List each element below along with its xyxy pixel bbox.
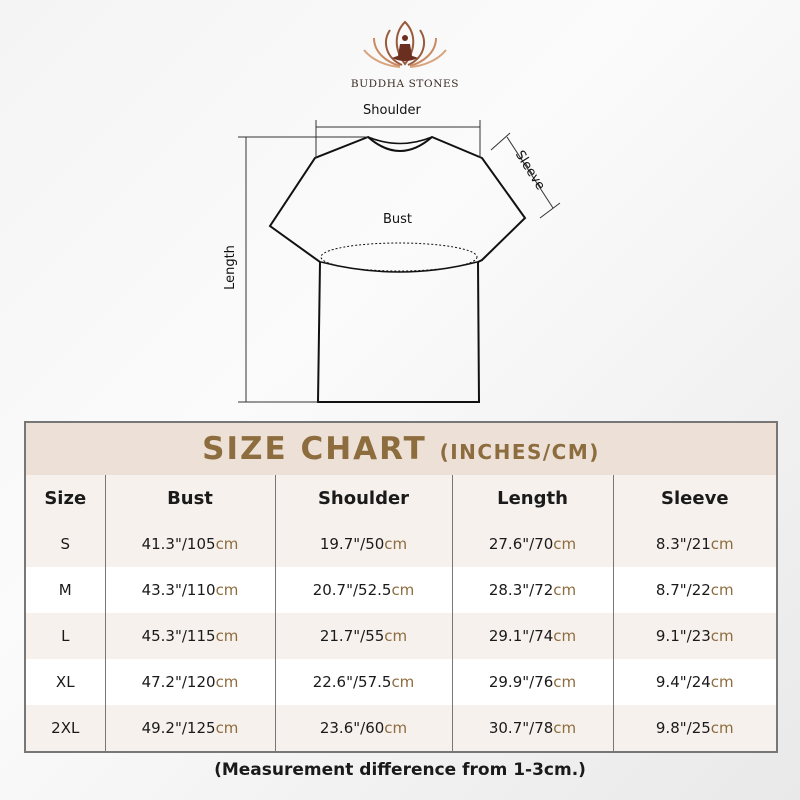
measurement-cell: 8.3"/21cm	[612, 521, 778, 567]
tshirt-diagram	[238, 120, 561, 403]
measurement-cell: 29.9"/76cm	[451, 659, 613, 705]
value: 47.2"/120	[141, 673, 216, 691]
unit: cm	[215, 627, 239, 645]
table-row: 2XL 49.2"/125cm 23.6"/60cm 30.7"/78cm 9.8"/2…	[25, 705, 778, 752]
unit: cm	[391, 581, 415, 599]
tshirt-outline	[268, 135, 527, 403]
value: 9.4"/24	[655, 673, 711, 691]
size-cell: XL	[25, 659, 105, 705]
measurement-cell: 20.7"/52.5cm	[274, 567, 452, 613]
value: 22.6"/57.5	[312, 673, 392, 691]
size-cell: M	[25, 567, 105, 613]
measurement-note: (Measurement difference from 1-3cm.)	[214, 760, 586, 780]
measurement-cell: 30.7"/78cm	[451, 705, 613, 752]
value: 9.8"/25	[655, 719, 711, 737]
unit: cm	[215, 581, 239, 599]
measurement-cell: 47.2"/120cm	[104, 659, 275, 705]
length-label: Length	[222, 245, 238, 290]
value: 43.3"/110	[141, 581, 216, 599]
unit: cm	[553, 581, 577, 599]
measurement-cell: 41.3"/105cm	[104, 521, 275, 567]
column-header: Bust	[104, 475, 275, 521]
measurement-cell: 9.1"/23cm	[612, 613, 778, 659]
unit: cm	[710, 581, 734, 599]
unit: cm	[384, 535, 408, 553]
unit: cm	[710, 535, 734, 553]
value: 29.9"/76	[488, 673, 554, 691]
measurement-cell: 19.7"/50cm	[274, 521, 452, 567]
unit: cm	[710, 719, 734, 737]
column-header: Sleeve	[612, 475, 778, 521]
column-header: Shoulder	[274, 475, 452, 521]
measurement-cell: 22.6"/57.5cm	[274, 659, 452, 705]
size-chart-title: SIZE CHART (INCHES/CM)	[25, 422, 778, 475]
title-text: SIZE CHART	[202, 431, 427, 467]
value: 49.2"/125	[141, 719, 216, 737]
measurement-cell: 21.7"/55cm	[274, 613, 452, 659]
value: 27.6"/70	[488, 535, 554, 553]
size-cell: 2XL	[25, 705, 105, 752]
unit: cm	[553, 673, 577, 691]
unit: cm	[553, 719, 577, 737]
value: 41.3"/105	[141, 535, 216, 553]
table-row: M 43.3"/110cm 20.7"/52.5cm 28.3"/72cm 8.7"/2…	[25, 567, 778, 613]
value: 21.7"/55	[319, 627, 385, 645]
value: 9.1"/23	[655, 627, 711, 645]
shoulder-label: Shoulder	[363, 103, 421, 118]
value: 20.7"/52.5	[312, 581, 392, 599]
value: 45.3"/115	[141, 627, 216, 645]
unit: cm	[384, 627, 408, 645]
lotus-meditation-icon	[363, 20, 447, 68]
title-units: (INCHES/CM)	[439, 440, 600, 464]
value: 23.6"/60	[319, 719, 385, 737]
measurement-cell: 8.7"/22cm	[612, 567, 778, 613]
brand-name: BUDDHA STONES	[350, 78, 460, 90]
bust-label: Bust	[383, 212, 413, 227]
unit: cm	[215, 673, 239, 691]
size-cell: L	[25, 613, 105, 659]
column-header: Length	[451, 475, 613, 521]
brand-logo: BUDDHA STONES	[340, 18, 470, 90]
size-chart-table: SIZE CHART (INCHES/CM) Size Bust Shoulder L…	[24, 421, 779, 753]
measurement-cell: 9.4"/24cm	[612, 659, 778, 705]
measurement-cell: 27.6"/70cm	[451, 521, 613, 567]
table-row: S 41.3"/105cm 19.7"/50cm 27.6"/70cm 8.3"/21c…	[25, 521, 778, 567]
measurement-cell: 45.3"/115cm	[104, 613, 275, 659]
measurement-cell: 43.3"/110cm	[104, 567, 275, 613]
unit: cm	[553, 535, 577, 553]
measurement-cell: 23.6"/60cm	[274, 705, 452, 752]
table-row: L 45.3"/115cm 21.7"/55cm 29.1"/74cm 9.1"/23c…	[25, 613, 778, 659]
measurement-cell: 9.8"/25cm	[612, 705, 778, 752]
column-header: Size	[25, 475, 105, 521]
value: 19.7"/50	[319, 535, 385, 553]
value: 8.3"/21	[655, 535, 711, 553]
value: 29.1"/74	[488, 627, 554, 645]
value: 8.7"/22	[655, 581, 711, 599]
unit: cm	[710, 627, 734, 645]
measurement-cell: 29.1"/74cm	[451, 613, 613, 659]
unit: cm	[215, 535, 239, 553]
unit: cm	[710, 673, 734, 691]
size-cell: S	[25, 521, 105, 567]
unit: cm	[215, 719, 239, 737]
measurement-cell: 49.2"/125cm	[104, 705, 275, 752]
unit: cm	[553, 627, 577, 645]
value: 28.3"/72	[488, 581, 554, 599]
unit: cm	[391, 673, 415, 691]
value: 30.7"/78	[488, 719, 554, 737]
measurement-cell: 28.3"/72cm	[451, 567, 613, 613]
table-row: XL 47.2"/120cm 22.6"/57.5cm 29.9"/76cm 9.4"/…	[25, 659, 778, 705]
unit: cm	[384, 719, 408, 737]
